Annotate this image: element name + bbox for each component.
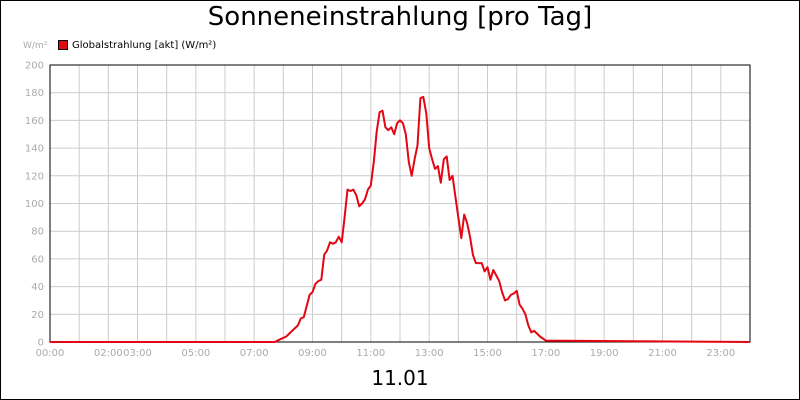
x-tick-label: 05:00 (181, 348, 210, 359)
y-tick-label: 180 (25, 88, 44, 99)
y-tick-label: 60 (31, 254, 44, 265)
x-tick-label: 17:00 (531, 348, 560, 359)
grid-lines (50, 64, 750, 343)
legend-swatch (58, 40, 68, 50)
x-tick-label: 00:00 (36, 348, 65, 359)
x-tick-label: 02:00 (94, 348, 123, 359)
x-tick-label: 23:00 (706, 348, 735, 359)
x-tick-label: 21:00 (648, 348, 677, 359)
x-tick-label: 11:00 (356, 348, 385, 359)
y-tick-label: 140 (25, 144, 44, 155)
chart-title: Sonneneinstrahlung [pro Tag] (207, 2, 593, 32)
y-axis-unit: W/m² (23, 41, 48, 51)
y-tick-label: 0 (38, 338, 44, 349)
x-tick-label: 19:00 (590, 348, 619, 359)
x-tick-label: 15:00 (473, 348, 502, 359)
y-tick-label: 160 (25, 116, 44, 127)
y-tick-label: 20 (31, 310, 44, 321)
x-tick-label: 13:00 (415, 348, 444, 359)
y-tick-label: 40 (31, 282, 44, 293)
x-tick-label: 07:00 (240, 348, 269, 359)
series-line (50, 95, 751, 343)
y-tick-label: 100 (25, 199, 44, 210)
y-tick-label: 80 (31, 227, 44, 238)
legend-label: Globalstrahlung [akt] (W/m²) (72, 39, 217, 51)
y-axis-ticks: 0 20 40 60 80 100 120 140 160 180 200 (25, 61, 44, 349)
series-layer (50, 95, 751, 343)
date-label: 11.01 (371, 366, 429, 390)
plot-border (49, 64, 751, 343)
x-tick-label: 03:00 (123, 348, 152, 359)
y-tick-label: 200 (25, 61, 44, 72)
legend: Globalstrahlung [akt] (W/m²) (58, 38, 216, 52)
x-axis-ticks: 00:00 02:00 03:00 05:00 07:00 09:00 11:00 13:00… (36, 348, 736, 359)
y-tick-label: 120 (25, 171, 44, 182)
x-tick-label: 09:00 (298, 348, 327, 359)
